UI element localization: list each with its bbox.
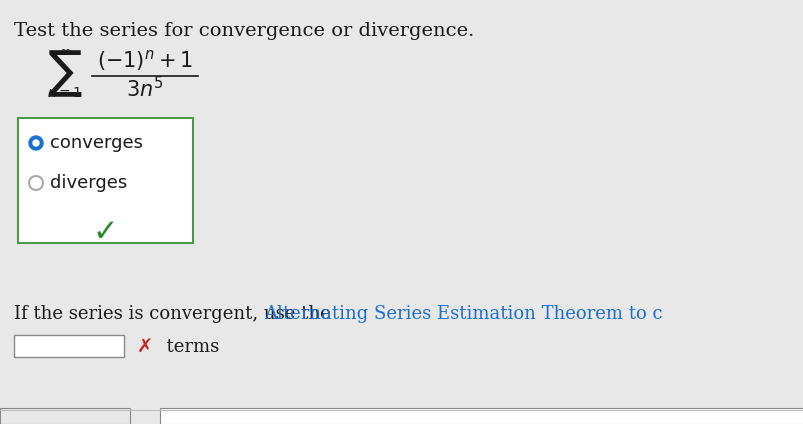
Text: ✗: ✗ bbox=[137, 338, 153, 357]
Text: Test the series for convergence or divergence.: Test the series for convergence or diver… bbox=[14, 22, 474, 40]
Text: $\infty$: $\infty$ bbox=[59, 44, 71, 58]
Text: If the series is convergent, use the: If the series is convergent, use the bbox=[14, 305, 336, 323]
Text: $3n^5$: $3n^5$ bbox=[126, 76, 164, 101]
FancyBboxPatch shape bbox=[160, 408, 803, 424]
Text: $n = 1$: $n = 1$ bbox=[47, 86, 83, 100]
Circle shape bbox=[33, 140, 39, 146]
Circle shape bbox=[29, 136, 43, 150]
Text: converges: converges bbox=[50, 134, 143, 152]
Text: diverges: diverges bbox=[50, 174, 127, 192]
Text: terms: terms bbox=[155, 338, 219, 356]
Text: ✓: ✓ bbox=[92, 218, 117, 247]
FancyBboxPatch shape bbox=[18, 118, 193, 243]
Text: $(-1)^n + 1$: $(-1)^n + 1$ bbox=[97, 48, 193, 73]
Text: Alternating Series Estimation Theorem to c: Alternating Series Estimation Theorem to… bbox=[263, 305, 662, 323]
Text: $\sum$: $\sum$ bbox=[47, 48, 83, 98]
FancyBboxPatch shape bbox=[0, 408, 130, 424]
FancyBboxPatch shape bbox=[14, 335, 124, 357]
